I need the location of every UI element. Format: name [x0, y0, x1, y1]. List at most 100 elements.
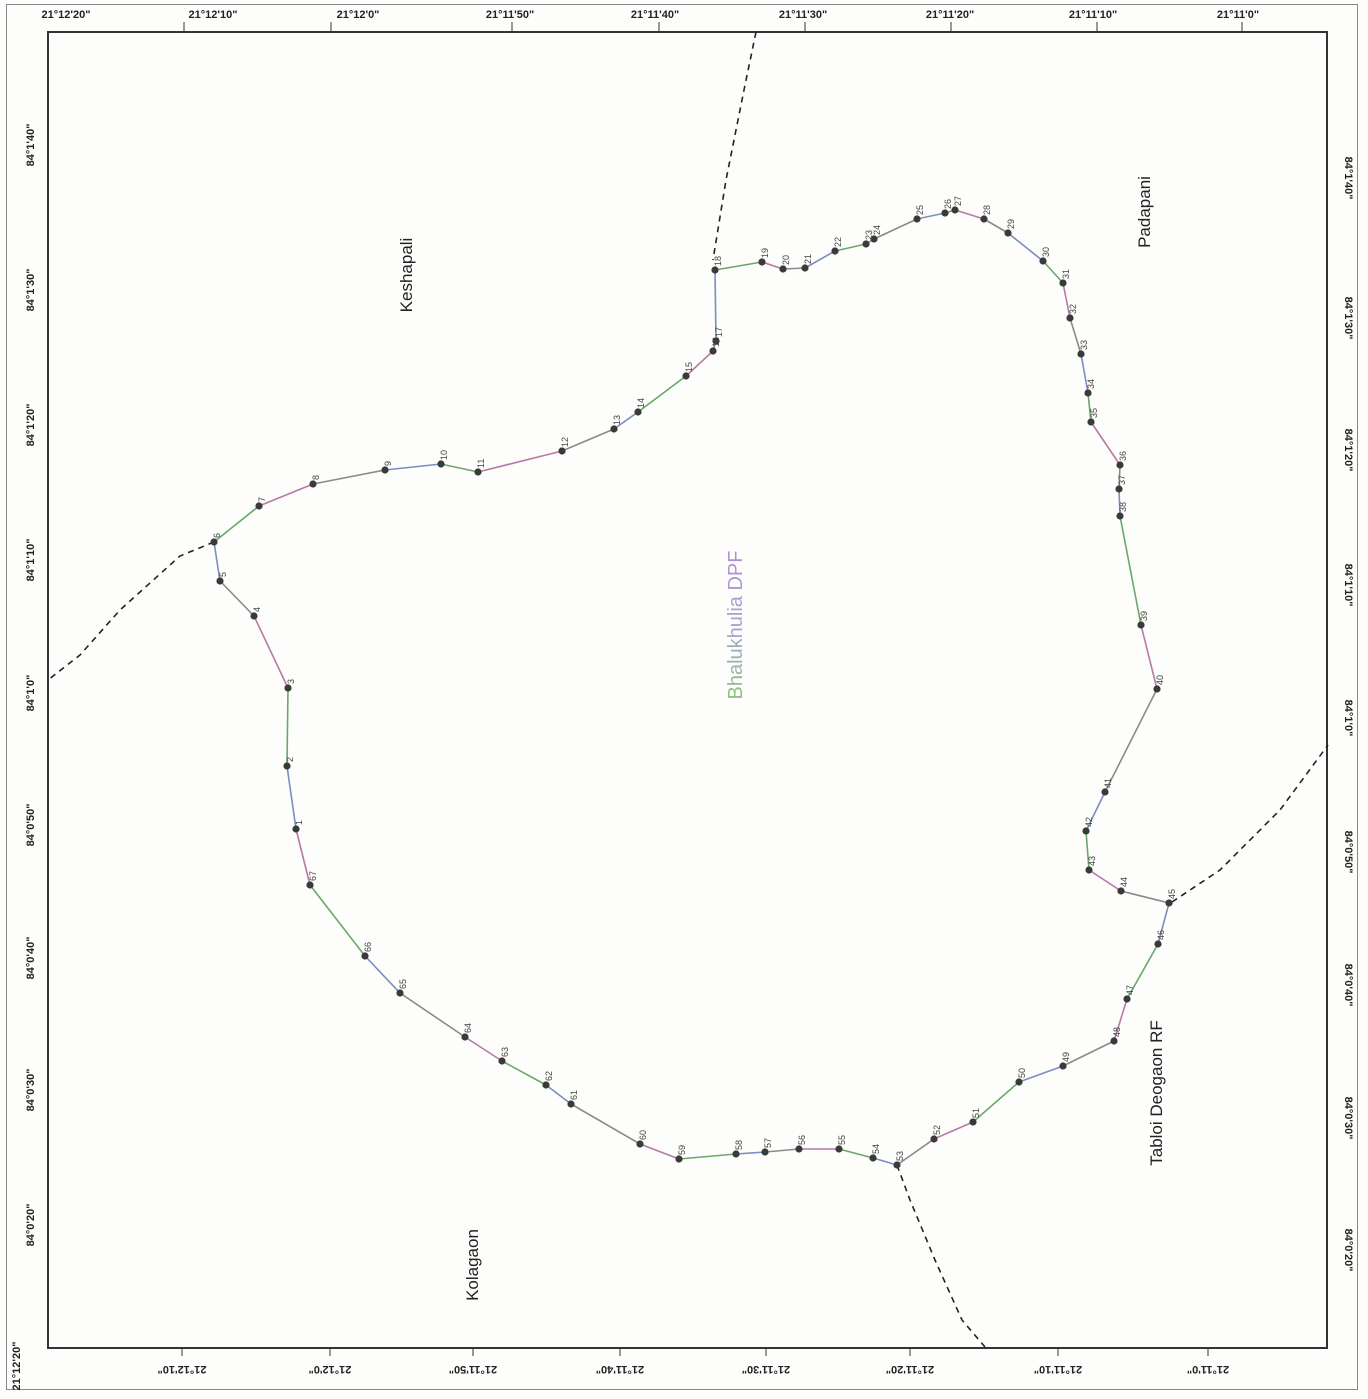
boundary-segment	[954, 209, 985, 220]
boundary-pillar	[1015, 1078, 1023, 1086]
pillar-label: 1	[294, 820, 304, 825]
boundary-pillar	[1165, 899, 1173, 907]
pillar-label: 31	[1061, 269, 1071, 279]
boundary-segment	[384, 463, 442, 471]
pillar-label: 27	[953, 196, 963, 206]
left-tick-5: 84°1'0"	[25, 675, 37, 712]
boundary-segment	[1018, 1065, 1064, 1083]
boundary-segment	[286, 765, 297, 830]
boundary-segment	[1090, 421, 1121, 466]
bottom-tick-marks	[181, 1349, 1209, 1356]
pillar-label: 47	[1125, 985, 1135, 995]
right-tick-2: 84°1'30"	[1342, 297, 1354, 340]
pillar-label: 30	[1041, 247, 1051, 257]
top-tick-3: 21°12'0"	[337, 9, 380, 21]
boundary-pillar	[461, 1033, 469, 1041]
left-tick-1: 84°1'40"	[25, 124, 37, 167]
boundary-pillar	[709, 347, 717, 355]
boundary-segment	[916, 212, 946, 220]
pillar-label: 29	[1006, 219, 1016, 229]
pillar-label: 16	[711, 337, 721, 347]
boundary-segment	[1069, 317, 1082, 355]
pillar-label: 32	[1068, 304, 1078, 314]
pillar-label: 65	[398, 979, 408, 989]
boundary-segment	[309, 884, 366, 957]
boundary-pillar	[542, 1081, 550, 1089]
bottom-tick-7: 21°11'20"	[886, 1363, 934, 1375]
pillar-label: 56	[797, 1135, 807, 1145]
boundary-pillar	[361, 952, 369, 960]
boundary-pillar	[396, 989, 404, 997]
boundary-pillar	[1039, 257, 1047, 265]
boundary-segment	[613, 411, 639, 430]
boundary-segment	[637, 375, 687, 413]
pillar-label: 18	[713, 256, 723, 266]
boundary-segment	[312, 469, 386, 485]
pillar-label: 33	[1079, 340, 1089, 350]
boundary-segment	[399, 992, 466, 1038]
pillar-label: 60	[638, 1130, 648, 1140]
pillar-label: 48	[1112, 1027, 1122, 1037]
boundary-segment	[561, 428, 615, 452]
boundary-segment	[1118, 464, 1121, 490]
pillar-label: 35	[1089, 408, 1099, 418]
bottom-tick-6: 21°11'30"	[742, 1363, 790, 1375]
boundary-pillar	[284, 684, 292, 692]
left-tick-7: 84°0'40"	[25, 937, 37, 980]
boundary-north	[712, 31, 757, 261]
boundary-pillar	[758, 258, 766, 266]
boundary-pillar	[1059, 279, 1067, 287]
bottom-tick-1: 21°12'20"	[11, 1342, 23, 1391]
boundary-segment	[735, 1151, 766, 1155]
pillar-label: 66	[363, 942, 373, 952]
pillar-label: 25	[915, 205, 925, 215]
pillar-label: 24	[872, 225, 882, 235]
pillar-label: 58	[734, 1140, 744, 1150]
village-boundaries	[47, 31, 1329, 1348]
pillar-label: 11	[476, 459, 486, 468]
pillar-label: 57	[763, 1138, 773, 1148]
boundary-segment	[1119, 515, 1142, 626]
boundary-pillar	[779, 265, 787, 273]
boundary-pillar	[835, 1145, 843, 1153]
boundary-south	[896, 1164, 986, 1348]
pillar-label: 3	[286, 679, 296, 684]
boundary-pillar	[831, 247, 839, 255]
boundary-pillar	[761, 1148, 769, 1156]
boundary-pillar	[636, 1140, 644, 1148]
boundary-pillar	[893, 1161, 901, 1169]
top-tick-7: 21°11'20"	[926, 9, 974, 21]
boundary-segment	[838, 1148, 874, 1159]
boundary-segment	[219, 580, 255, 617]
pillar-label: 64	[463, 1023, 473, 1033]
right-tick-9: 84°0'20"	[1342, 1229, 1354, 1272]
boundary-segment	[1007, 232, 1044, 262]
boundary-segment	[1120, 890, 1170, 904]
boundary-segment	[1113, 998, 1128, 1042]
dpf-label: Bhalukhulia DPF	[725, 551, 747, 700]
boundary-pillar	[474, 468, 482, 476]
boundary-east	[1171, 744, 1329, 903]
boundary-pillar	[941, 209, 949, 217]
pillar-label: 19	[760, 248, 770, 258]
top-tick-5: 21°11'40"	[631, 9, 679, 21]
pillar-label: 6	[212, 533, 222, 538]
boundary-pillar	[1085, 866, 1093, 874]
left-axis: 84°1'40" 84°1'30" 84°1'20" 84°1'10" 84°1…	[25, 124, 37, 1247]
boundary-pillar	[732, 1150, 740, 1158]
boundary-pillar	[306, 881, 314, 889]
pillar-label: 51	[971, 1108, 981, 1118]
boundary-segment	[286, 687, 289, 767]
boundary-segment	[1062, 1040, 1115, 1067]
pillar-label: 17	[714, 327, 724, 337]
boundary-segment	[1042, 260, 1064, 284]
boundary-segment	[1080, 353, 1089, 394]
boundary-pillar	[1137, 621, 1145, 629]
left-tick-2: 84°1'30"	[25, 269, 37, 312]
pillar-label: 38	[1118, 502, 1128, 512]
top-tick-4: 21°11'50"	[486, 9, 534, 21]
top-axis: 21°12'20" 21°12'10" 21°12'0" 21°11'50" 2…	[42, 9, 1260, 21]
boundary-pillar	[250, 612, 258, 620]
boundary-pillar	[930, 1135, 938, 1143]
boundary-segment	[501, 1060, 547, 1086]
